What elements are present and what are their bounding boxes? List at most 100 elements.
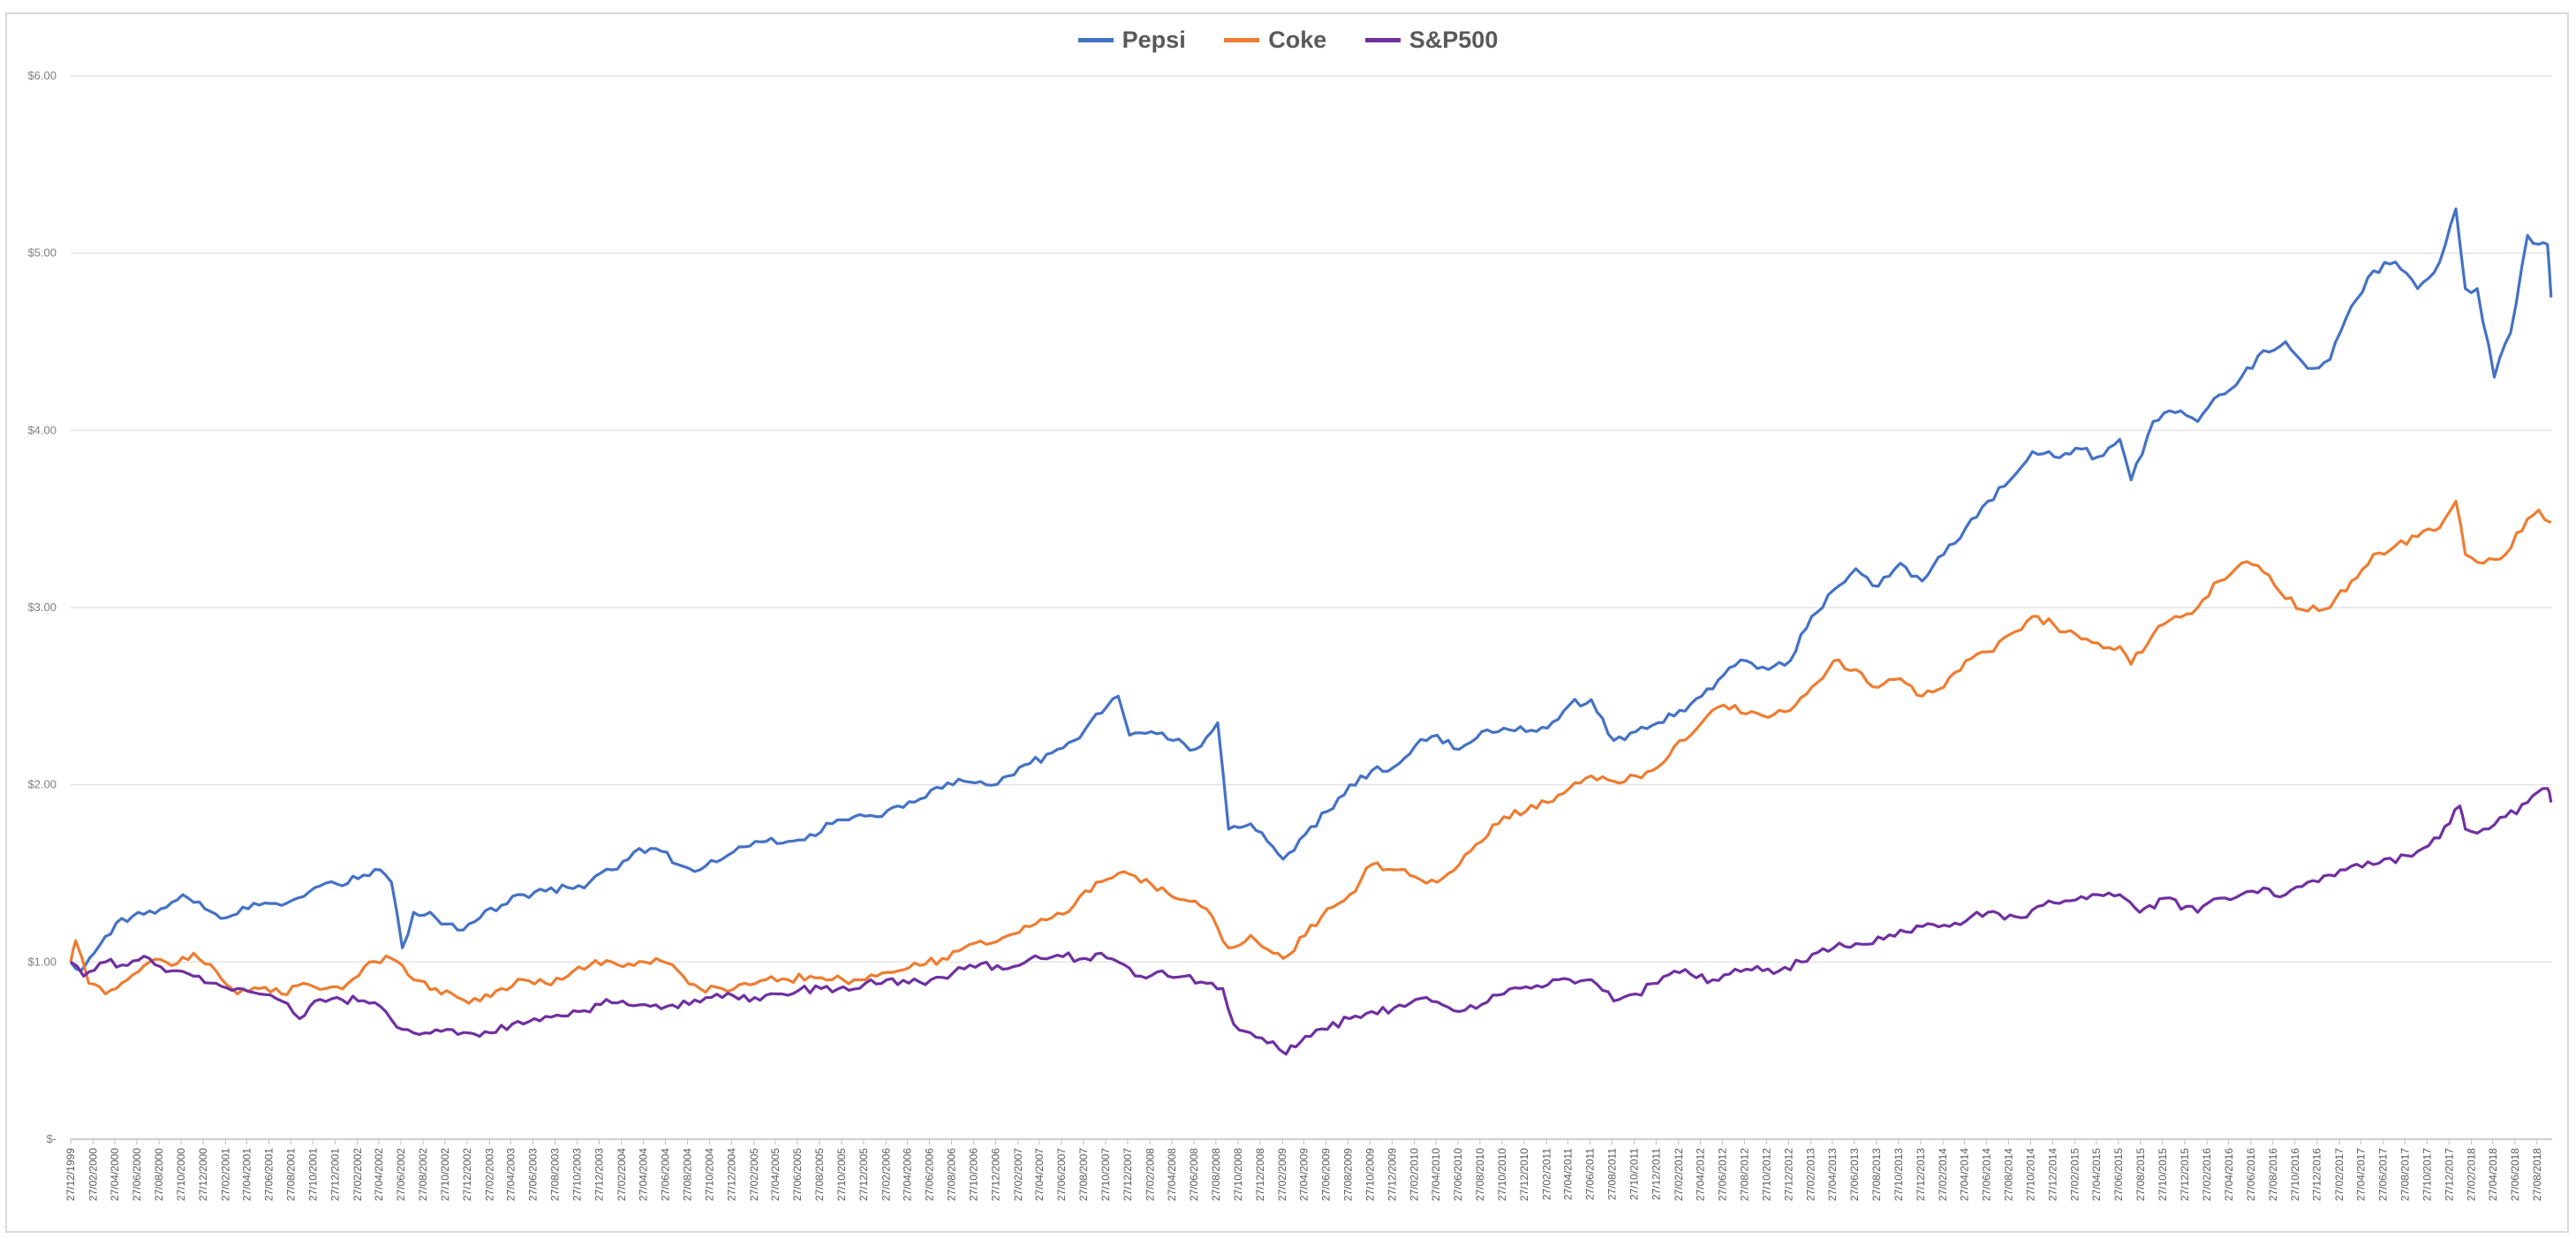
- x-tick-label: 27/08/2006: [945, 1148, 957, 1201]
- x-tick-label: 27/12/2017: [2443, 1148, 2455, 1201]
- x-tick-label: 27/04/2012: [1694, 1148, 1706, 1201]
- x-tick-label: 27/12/2001: [329, 1148, 341, 1201]
- x-tick-label: 27/06/2002: [395, 1148, 407, 1201]
- x-tick-label: 27/06/2017: [2376, 1148, 2389, 1201]
- x-tick-label: 27/06/2012: [1716, 1148, 1728, 1201]
- y-tick-label: $-: [46, 1132, 57, 1145]
- x-tick-label: 27/10/2007: [1099, 1148, 1112, 1201]
- x-tick-label: 27/12/2009: [1386, 1148, 1398, 1201]
- x-tick-label: 27/02/2016: [2201, 1148, 2213, 1201]
- x-tick-label: 27/06/2015: [2112, 1148, 2125, 1201]
- x-tick-label: 27/02/2000: [87, 1148, 99, 1201]
- x-tick-label: 27/10/2017: [2421, 1148, 2433, 1201]
- x-tick-label: 27/02/2004: [616, 1148, 628, 1201]
- legend-item-sp500: S&P500: [1364, 26, 1498, 54]
- x-tick-label: 27/04/2007: [1033, 1148, 1046, 1201]
- y-tick-label: $1.00: [27, 955, 57, 968]
- x-tick-label: 27/04/2005: [769, 1148, 782, 1201]
- x-tick-label: 27/02/2008: [1144, 1148, 1156, 1201]
- x-tick-label: 27/12/2013: [1915, 1148, 1927, 1201]
- x-tick-label: 27/08/2012: [1738, 1148, 1750, 1201]
- x-tick-label: 27/12/2015: [2179, 1148, 2191, 1201]
- x-tick-label: 27/08/2010: [1474, 1148, 1486, 1201]
- y-tick-label: $6.00: [27, 69, 57, 82]
- x-tick-label: 27/02/2013: [1805, 1148, 1817, 1201]
- x-tick-label: 27/02/2015: [2069, 1148, 2081, 1201]
- x-tick-label: 27/04/2018: [2487, 1148, 2499, 1201]
- x-tick-label: 27/10/2013: [1892, 1148, 1905, 1201]
- x-tick-label: 27/10/2008: [1232, 1148, 1244, 1201]
- x-tick-label: 27/06/2014: [1980, 1148, 1992, 1201]
- x-tick-label: 27/12/2011: [1650, 1148, 1662, 1200]
- x-tick-label: 27/10/2006: [967, 1148, 979, 1201]
- x-tick-label: 27/06/2013: [1848, 1148, 1861, 1201]
- x-tick-label: 27/08/2016: [2267, 1148, 2279, 1201]
- x-tick-label: 27/04/2010: [1430, 1148, 1442, 1201]
- series-line-pepsi: [69, 207, 2553, 972]
- x-tick-label: 27/10/2005: [835, 1148, 848, 1201]
- x-tick-label: 27/08/2002: [417, 1148, 429, 1201]
- x-tick-label: 27/12/2008: [1254, 1148, 1266, 1201]
- x-tick-label: 27/04/2001: [240, 1148, 253, 1201]
- x-tick-label: 27/10/2012: [1760, 1148, 1772, 1201]
- x-tick-label: 27/12/2000: [197, 1148, 209, 1201]
- x-axis: 27/12/1999 27/02/2000 27/04/2000 27/06/2000…: [64, 1139, 2543, 1201]
- x-tick-label: 27/08/2013: [1870, 1148, 1883, 1201]
- x-tick-label: 27/12/2012: [1782, 1148, 1794, 1201]
- x-tick-label: 27/10/2001: [306, 1148, 319, 1201]
- legend-swatch-pepsi: [1077, 38, 1114, 42]
- x-tick-label: 27/10/2009: [1364, 1148, 1376, 1201]
- x-tick-label: 27/10/2003: [570, 1148, 583, 1201]
- x-tick-label: 27/04/2015: [2090, 1148, 2103, 1201]
- series-line-coke: [69, 500, 2552, 1005]
- x-tick-label: 27/02/2012: [1673, 1148, 1685, 1201]
- x-tick-label: 27/10/2011: [1628, 1148, 1640, 1200]
- x-tick-label: 27/06/2009: [1319, 1148, 1332, 1201]
- x-tick-label: 27/12/2004: [725, 1148, 737, 1201]
- x-tick-label: 27/04/2003: [505, 1148, 517, 1201]
- x-tick-label: 27/02/2011: [1540, 1148, 1552, 1200]
- x-tick-label: 27/08/2008: [1210, 1148, 1222, 1201]
- x-tick-label: 27/04/2000: [109, 1148, 121, 1201]
- x-tick-label: 27/06/2001: [262, 1148, 275, 1201]
- x-tick-label: 27/04/2014: [1958, 1148, 1970, 1201]
- x-tick-label: 27/10/2004: [703, 1148, 715, 1201]
- x-tick-label: 27/10/2010: [1496, 1148, 1508, 1201]
- x-tick-label: 27/12/2014: [2046, 1148, 2059, 1201]
- legend-label-coke: Coke: [1268, 26, 1327, 53]
- x-tick-label: 27/10/2002: [439, 1148, 451, 1201]
- x-tick-label: 27/02/2014: [1937, 1148, 1949, 1201]
- chart-frame: [5, 12, 2569, 1233]
- x-tick-label: 27/06/2010: [1452, 1148, 1464, 1201]
- x-tick-label: 27/04/2013: [1826, 1148, 1839, 1201]
- x-tick-label: 27/08/2000: [153, 1148, 165, 1201]
- x-tick-label: 27/02/2006: [880, 1148, 892, 1201]
- legend-swatch-sp500: [1364, 38, 1401, 42]
- x-tick-label: 27/10/2016: [2289, 1148, 2301, 1201]
- x-tick-label: 27/04/2008: [1166, 1148, 1178, 1201]
- x-tick-label: 27/12/2002: [461, 1148, 473, 1201]
- x-tick-label: 27/04/2006: [901, 1148, 913, 1201]
- x-tick-label: 27/06/2006: [923, 1148, 935, 1201]
- x-tick-label: 27/10/2015: [2157, 1148, 2169, 1201]
- x-tick-label: 27/02/2009: [1276, 1148, 1288, 1201]
- x-tick-label: 27/02/2017: [2333, 1148, 2346, 1201]
- x-tick-label: 27/02/2018: [2466, 1148, 2478, 1201]
- x-tick-label: 27/12/2005: [857, 1148, 870, 1201]
- x-tick-label: 27/04/2009: [1297, 1148, 1310, 1201]
- x-tick-label: 27/04/2002: [373, 1148, 385, 1201]
- legend-label-pepsi: Pepsi: [1122, 26, 1186, 53]
- x-tick-label: 27/06/2005: [791, 1148, 804, 1201]
- gridlines: [71, 75, 2552, 1140]
- x-tick-label: 27/08/2017: [2398, 1148, 2411, 1201]
- x-tick-label: 27/02/2005: [748, 1148, 760, 1201]
- x-tick-label: 27/08/2009: [1341, 1148, 1354, 1201]
- x-tick-label: 27/02/2002: [351, 1148, 364, 1201]
- x-tick-label: 27/06/2016: [2245, 1148, 2257, 1201]
- x-tick-label: 27/10/2014: [2024, 1148, 2036, 1201]
- x-tick-label: 27/08/2018: [2531, 1148, 2543, 1201]
- y-tick-label: $2.00: [27, 778, 57, 791]
- x-tick-label: 27/08/2011: [1605, 1148, 1618, 1200]
- x-tick-label: 27/08/2007: [1077, 1148, 1090, 1201]
